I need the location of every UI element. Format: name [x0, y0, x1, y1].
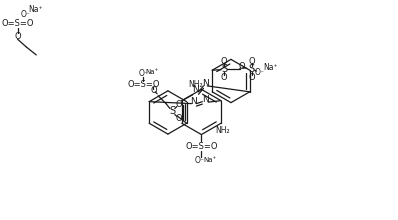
Text: O: O: [151, 86, 158, 95]
Text: S: S: [221, 64, 227, 74]
Text: S: S: [248, 64, 255, 74]
Text: O: O: [221, 73, 227, 82]
Text: N: N: [202, 79, 209, 88]
Text: O: O: [221, 57, 227, 66]
Text: O⁻: O⁻: [254, 68, 264, 77]
Text: O: O: [14, 32, 21, 41]
Text: O=S=O: O=S=O: [1, 19, 34, 28]
Text: O: O: [176, 114, 182, 123]
Text: O: O: [248, 57, 255, 66]
Text: Na⁺: Na⁺: [204, 157, 217, 163]
Text: Na⁺: Na⁺: [263, 63, 277, 72]
Text: O⁻: O⁻: [195, 156, 205, 165]
Text: NH₂: NH₂: [216, 126, 230, 135]
Text: N: N: [192, 85, 199, 94]
Text: N: N: [190, 97, 197, 106]
Text: O⁻: O⁻: [139, 69, 148, 78]
Text: NH₂: NH₂: [188, 80, 203, 89]
Text: Na⁺: Na⁺: [28, 5, 43, 14]
Text: O=S=O: O=S=O: [127, 81, 160, 90]
Text: O⁻: O⁻: [21, 10, 30, 19]
Text: N: N: [202, 95, 209, 104]
Text: S: S: [170, 106, 176, 116]
Text: O=S=O: O=S=O: [185, 142, 218, 151]
Text: O: O: [176, 100, 182, 109]
Text: O: O: [238, 62, 245, 71]
Text: O: O: [248, 73, 255, 82]
Text: Na⁺: Na⁺: [146, 69, 159, 75]
